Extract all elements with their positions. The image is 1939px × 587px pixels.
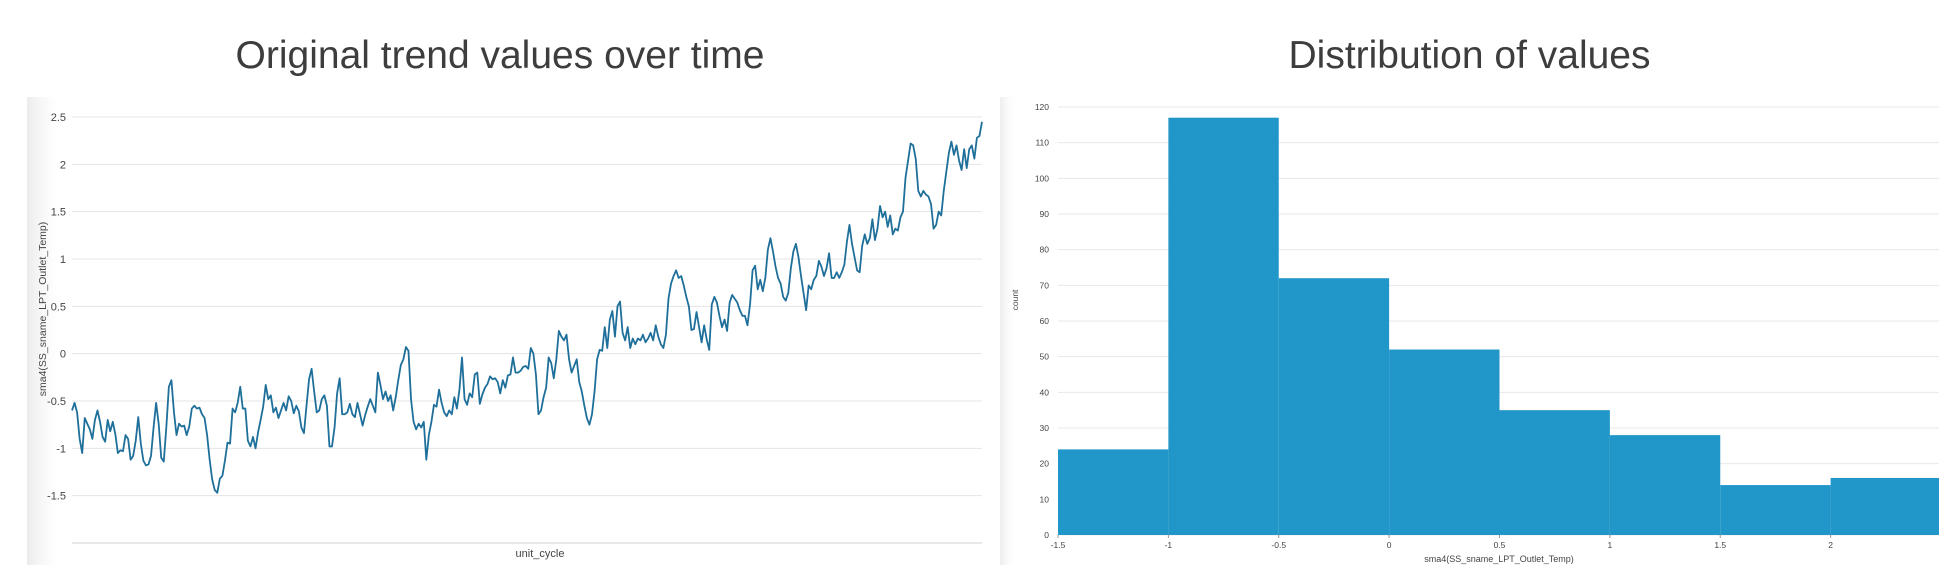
trend-plot-area [27,97,979,565]
histogram-bar [1720,485,1831,535]
dist-x-tick-label: -1.5 [1051,540,1066,550]
dist-x-tick-label: 2 [1828,540,1833,550]
dist-y-tick-label: 50 [1040,352,1050,362]
trend-y-tick-label: 1 [60,254,66,266]
histogram-bar [1278,278,1390,535]
trend-y-tick-label: 0 [60,349,66,361]
dist-y-tick-label: 80 [1040,245,1050,255]
distribution-y-axis-label: count [1010,289,1020,310]
dist-y-tick-label: 10 [1040,494,1050,504]
distribution-chart-title: Distribution of values [1288,34,1651,77]
dist-y-tick-label: 30 [1040,423,1050,433]
trend-y-axis-label: sma4(SS_sname_LPT_Outlet_Temp) [37,222,49,397]
dist-x-tick-label: 1.5 [1714,540,1726,550]
trend-y-tick-label: 2 [60,159,66,171]
trend-y-tick-label: -0.5 [47,396,66,408]
dist-y-tick-label: 90 [1040,209,1050,219]
trend-y-tick-label: -1.5 [47,491,66,503]
dist-y-tick-label: 20 [1040,459,1050,469]
trend-line-chart: 2.5 2 1.5 1 0.5 0 -0.5 -1 -1.5 unit_cycle sma4(S… [37,112,983,560]
trend-y-tick-label: 2.5 [51,112,66,124]
histogram-bar [1058,449,1169,535]
histogram-bar [1830,477,1939,535]
trend-y-tick-label: 0.5 [51,301,66,313]
dist-y-tick-label: 70 [1040,280,1050,290]
dist-x-tick-label: 1 [1608,540,1613,550]
dist-x-tick-label: 0.5 [1494,540,1506,550]
trend-y-tick-label: -1 [56,443,66,455]
histogram-bar [1499,410,1610,535]
trend-series-line [71,121,983,494]
dist-y-tick-label: 0 [1044,530,1049,540]
trend-chart-panel: Original trend values over time 2.5 2 1.5 1… [27,34,983,565]
distribution-chart-panel: Distribution of values 0 10 20 30 40 50 60 70 80… [1000,0,1939,587]
trend-chart-title: Original trend values over time [235,34,765,77]
dist-y-tick-label: 40 [1040,387,1050,397]
dist-y-tick-label: 60 [1040,316,1050,326]
histogram-bar [1609,435,1721,535]
dist-y-tick-label: 120 [1035,102,1049,112]
histogram-bar [1389,349,1500,535]
dist-x-tick-label: -1 [1165,540,1173,550]
histogram-bar [1168,117,1279,535]
trend-y-tick-label: 1.5 [51,207,66,219]
distribution-x-axis-label: sma4(SS_sname_LPT_Outlet_Temp) [1424,554,1574,564]
dist-y-tick-label: 110 [1035,138,1049,148]
dist-y-tick-label: 100 [1035,173,1049,183]
trend-x-axis-label: unit_cycle [516,548,565,560]
dist-x-tick-label: 0 [1387,540,1392,550]
dist-x-tick-label: -0.5 [1271,540,1286,550]
